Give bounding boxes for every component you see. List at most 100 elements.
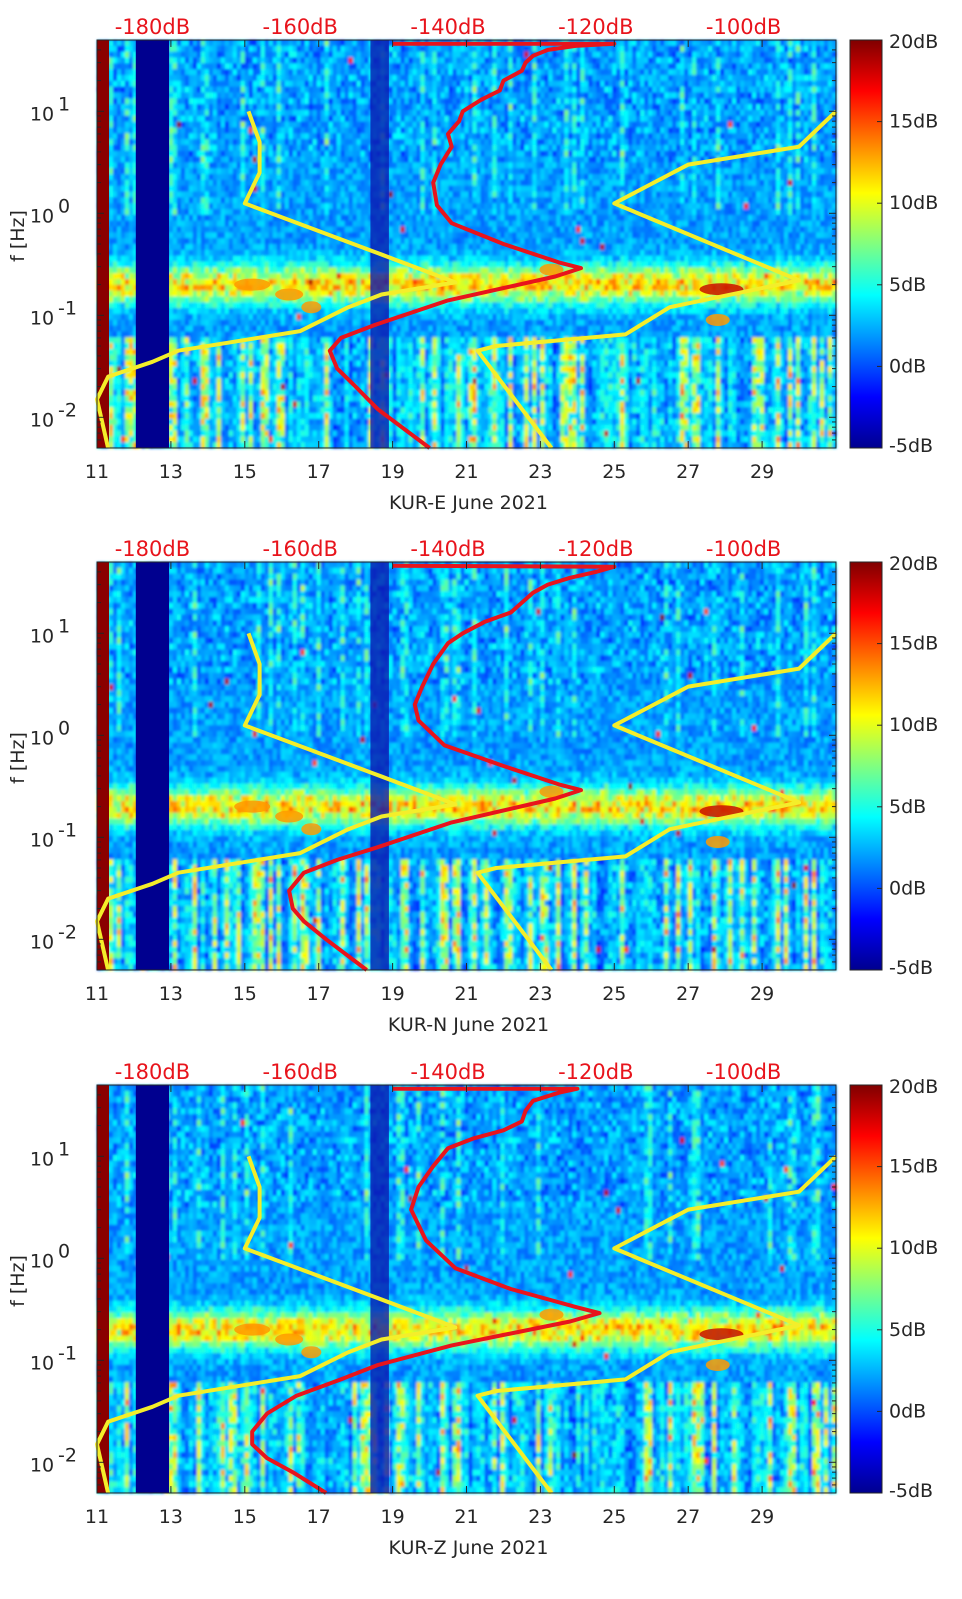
x-axis-label: KUR-Z June 2021	[389, 1537, 549, 1559]
x-tick-label: 21	[454, 461, 478, 483]
y-axis-label: f [Hz]	[7, 732, 29, 784]
heatmap-hotspot	[234, 1324, 270, 1336]
colorbar-label: 10dB	[889, 192, 938, 214]
colorbar-label: -5dB	[889, 957, 933, 979]
heatmap-data-gap	[136, 40, 169, 448]
heatmap-data-gap	[370, 562, 388, 970]
y-tick-exponent: 0	[58, 1240, 70, 1262]
y-axis-label: f [Hz]	[7, 210, 29, 262]
y-tick-label: 10	[30, 1250, 54, 1272]
x-tick-label: 23	[528, 1506, 552, 1528]
colorbar-label: -5dB	[889, 1480, 933, 1502]
heatmap-hotspot	[539, 1309, 563, 1321]
y-tick-label: 10	[30, 727, 54, 749]
x-tick-label: 19	[381, 1506, 405, 1528]
heatmap-hotspot	[706, 1359, 730, 1371]
colorbar-gradient	[850, 40, 882, 448]
heatmap-hotspot	[234, 279, 270, 291]
x-tick-label: 23	[528, 983, 552, 1005]
top-axis-label: -160dB	[263, 15, 338, 39]
top-axis-label: -180dB	[115, 15, 190, 39]
top-axis-label: -100dB	[706, 537, 781, 561]
y-tick-exponent: 1	[58, 93, 70, 115]
colorbar-label: 15dB	[889, 111, 938, 133]
spectrogram-heatmap	[97, 562, 837, 971]
x-tick-label: 25	[602, 1506, 626, 1528]
heatmap-data-gap	[370, 1085, 388, 1493]
x-tick-label: 11	[85, 1506, 109, 1528]
colorbar-label: -5dB	[889, 435, 933, 457]
y-tick-exponent: -2	[58, 921, 77, 943]
x-tick-label: 29	[750, 461, 774, 483]
heatmap-hotspot	[275, 810, 303, 822]
x-tick-label: 23	[528, 461, 552, 483]
top-axis-label: -160dB	[263, 1060, 338, 1084]
x-tick-label: 13	[159, 983, 183, 1005]
heatmap-hotspot	[234, 801, 270, 813]
colorbar-label: 15dB	[889, 633, 938, 655]
x-tick-label: 21	[454, 983, 478, 1005]
colorbar-label: 5dB	[889, 796, 926, 818]
y-axis-label: f [Hz]	[7, 1255, 29, 1307]
x-tick-label: 25	[602, 461, 626, 483]
spectrogram-heatmap	[97, 1085, 837, 1494]
colorbar-label: 15dB	[889, 1156, 938, 1178]
heatmap-cells	[97, 1085, 837, 1494]
colorbar-gradient	[850, 562, 882, 970]
x-tick-label: 11	[85, 983, 109, 1005]
y-tick-exponent: 1	[58, 615, 70, 637]
y-tick-label: 10	[30, 103, 54, 125]
top-axis-label: -140dB	[410, 15, 485, 39]
top-axis-label: -180dB	[115, 537, 190, 561]
x-tick-label: 17	[307, 1506, 331, 1528]
y-tick-exponent: -2	[58, 1444, 77, 1466]
colorbar-label: 5dB	[889, 1319, 926, 1341]
top-axis-label: -180dB	[115, 1060, 190, 1084]
y-tick-exponent: 0	[58, 717, 70, 739]
x-axis-label: KUR-N June 2021	[388, 1014, 549, 1036]
x-tick-label: 19	[381, 461, 405, 483]
top-axis-label: -140dB	[410, 1060, 485, 1084]
heatmap-hotspot	[706, 836, 730, 848]
heatmap-hotspot	[275, 288, 303, 300]
colorbar-label: 0dB	[889, 877, 926, 899]
top-axis-label: -100dB	[706, 15, 781, 39]
heatmap-data-gap	[136, 1085, 169, 1493]
y-tick-label: 10	[30, 931, 54, 953]
x-tick-label: 21	[454, 1506, 478, 1528]
colorbar-label: 20dB	[889, 31, 938, 53]
heatmap-hotspot	[301, 1346, 321, 1358]
spectrogram-figure: 11 13 15 17 19 21 23 25 27 29KUR-E June 202110 -21…	[0, 0, 962, 1599]
heatmap-hotspot	[706, 314, 730, 326]
heatmap-hotspot	[301, 301, 321, 313]
x-tick-label: 15	[233, 461, 257, 483]
colorbar-label: 20dB	[889, 1076, 938, 1098]
y-tick-exponent: 1	[58, 1138, 70, 1160]
y-tick-exponent: -1	[58, 1342, 77, 1364]
heatmap-hotspot	[301, 823, 321, 835]
top-axis-label: -160dB	[263, 537, 338, 561]
heatmap-data-gap	[370, 40, 388, 448]
top-axis-label: -100dB	[706, 1060, 781, 1084]
x-tick-label: 17	[307, 461, 331, 483]
spectrogram-heatmap	[97, 40, 837, 449]
heatmap-cells	[97, 562, 837, 971]
heatmap-data-gap	[136, 562, 169, 970]
top-axis-label: -140dB	[410, 537, 485, 561]
heatmap-hotspot	[275, 1333, 303, 1345]
y-tick-exponent: -1	[58, 297, 77, 319]
colorbar-gradient	[850, 1085, 882, 1493]
x-tick-label: 15	[233, 1506, 257, 1528]
y-tick-label: 10	[30, 625, 54, 647]
y-tick-label: 10	[30, 829, 54, 851]
x-tick-label: 27	[676, 461, 700, 483]
y-tick-exponent: 0	[58, 195, 70, 217]
x-tick-label: 29	[750, 1506, 774, 1528]
x-axis-label: KUR-E June 2021	[389, 492, 548, 514]
colorbar-label: 5dB	[889, 274, 926, 296]
